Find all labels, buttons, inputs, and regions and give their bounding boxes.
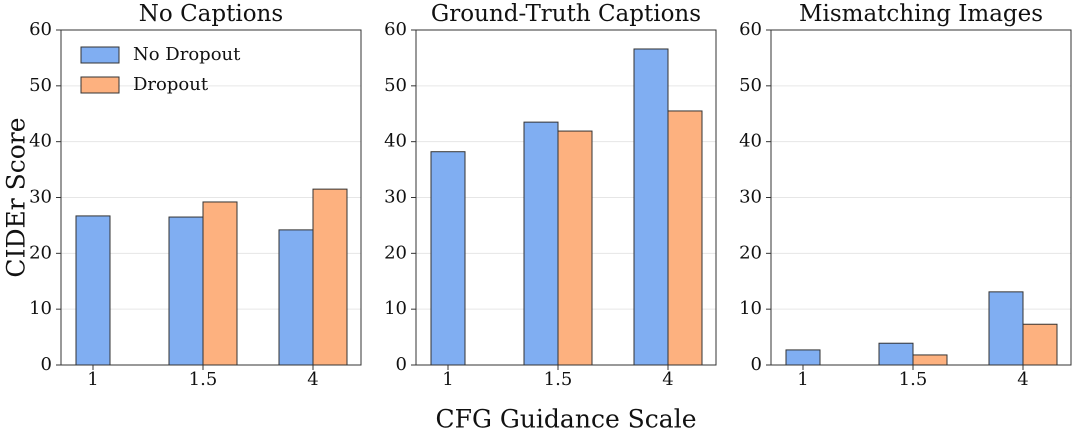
- x-axis-label: CFG Guidance Scale: [435, 405, 696, 434]
- y-tick-label: 0: [751, 354, 762, 375]
- y-tick-label: 40: [384, 131, 407, 152]
- legend-label: Dropout: [133, 74, 209, 95]
- y-tick-label: 40: [739, 131, 762, 152]
- x-tick-label: 1: [797, 369, 808, 390]
- bar: [278, 229, 314, 366]
- bar: [75, 215, 111, 366]
- y-tick-label: 60: [384, 19, 407, 40]
- y-tick-label: 60: [739, 19, 762, 40]
- y-tick-label: 10: [384, 298, 407, 319]
- subplot-title: No Captions: [139, 1, 283, 27]
- y-tick-label: 50: [384, 75, 407, 96]
- bar: [312, 188, 348, 366]
- legend-swatch: [80, 76, 120, 94]
- x-tick-label: 1.5: [544, 369, 573, 390]
- y-tick-label: 50: [739, 75, 762, 96]
- y-tick-label: 30: [384, 187, 407, 208]
- x-tick-label: 1.5: [189, 369, 218, 390]
- bar: [785, 349, 821, 366]
- y-tick-label: 50: [29, 75, 52, 96]
- bar: [523, 121, 559, 366]
- bar: [168, 216, 204, 366]
- y-tick-label: 20: [384, 242, 407, 263]
- y-tick-label: 10: [29, 298, 52, 319]
- y-tick-label: 40: [29, 131, 52, 152]
- bar: [912, 354, 948, 366]
- bar: [988, 291, 1024, 366]
- bar: [557, 130, 593, 366]
- x-tick-label: 1: [442, 369, 453, 390]
- x-tick-label: 4: [1017, 369, 1028, 390]
- x-tick-label: 1: [87, 369, 98, 390]
- y-tick-label: 20: [739, 242, 762, 263]
- y-tick-label: 60: [29, 19, 52, 40]
- x-tick-label: 1.5: [899, 369, 928, 390]
- bar: [667, 110, 703, 366]
- bar: [202, 201, 238, 366]
- y-tick-label: 30: [29, 187, 52, 208]
- y-tick-label: 20: [29, 242, 52, 263]
- plot-frame: [415, 29, 717, 366]
- plot-frame: [60, 29, 362, 366]
- y-axis-label: CIDEr Score: [2, 117, 31, 277]
- plot-frame: [770, 29, 1072, 366]
- subplot-title: Mismatching Images: [799, 1, 1043, 27]
- bar: [1022, 323, 1058, 366]
- subplot-title: Ground-Truth Captions: [431, 1, 701, 27]
- bar: [430, 151, 466, 366]
- y-tick-label: 10: [739, 298, 762, 319]
- legend-swatch: [80, 46, 120, 64]
- x-tick-label: 4: [307, 369, 318, 390]
- bar: [878, 342, 914, 366]
- bar: [633, 48, 669, 366]
- legend-label: No Dropout: [133, 44, 241, 65]
- y-tick-label: 0: [396, 354, 407, 375]
- x-tick-label: 4: [662, 369, 673, 390]
- y-tick-label: 30: [739, 187, 762, 208]
- y-tick-label: 0: [41, 354, 52, 375]
